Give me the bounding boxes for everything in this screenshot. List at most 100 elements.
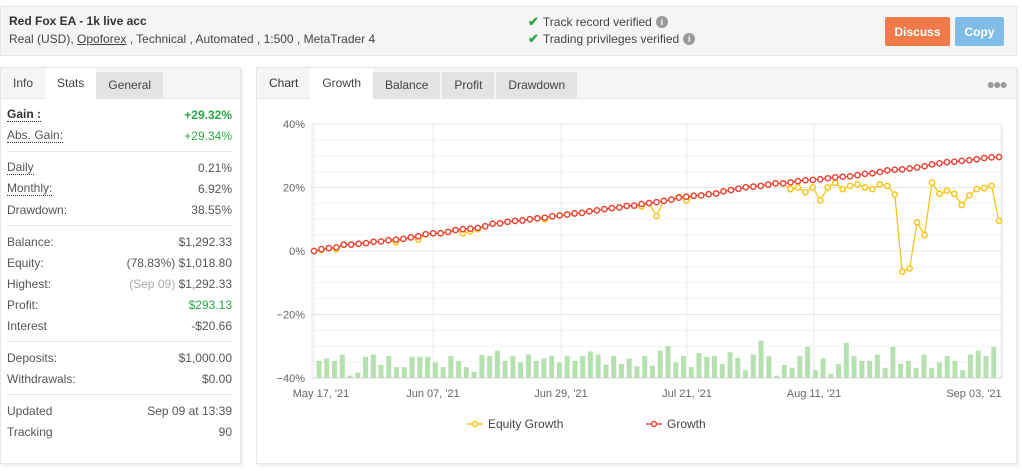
stat-label: Withdrawals: — [7, 371, 76, 386]
stat-value: -$20.66 — [191, 319, 232, 333]
stat-row: Profit: $293.13 — [7, 294, 232, 315]
chart-panel-tabs: Chart Growth Balance Profit Drawdown — [257, 68, 1016, 99]
broker-link[interactable]: Opoforex — [77, 32, 127, 46]
stat-row: Equity: (78.83%) $1,018.80 — [7, 252, 232, 273]
stat-value: $1,292.33 — [179, 235, 232, 249]
svg-text:−20%: −20% — [277, 310, 306, 322]
stat-value-prefix: (Sep 09) — [129, 276, 179, 291]
stat-row: Interest -$20.66 — [7, 315, 232, 336]
stat-label[interactable]: Monthly: — [7, 180, 53, 196]
stat-value: 0.21% — [198, 161, 232, 175]
legend-growth[interactable]: Growth — [646, 417, 706, 431]
verification-label: Track record verified — [542, 15, 652, 29]
stat-value-text: $1,000.00 — [178, 350, 232, 365]
stat-value: +29.32% — [184, 108, 232, 122]
stat-value-text: $1,292.33 — [178, 234, 232, 249]
account-type: Real (USD), — [9, 32, 78, 46]
info-icon[interactable]: i — [683, 33, 696, 45]
svg-text:0%: 0% — [289, 246, 305, 258]
tab-balance[interactable]: Balance — [373, 72, 441, 99]
divider — [7, 225, 232, 226]
svg-text:Growth: Growth — [667, 417, 706, 431]
stat-label: Equity: — [7, 255, 44, 270]
tab-info[interactable]: Info — [13, 76, 34, 90]
trading-privileges-verified: ✔ Trading privileges verified i — [528, 31, 696, 47]
svg-text:40%: 40% — [283, 119, 305, 131]
stats-list: Gain : +29.32% Abs. Gain: +29.34% Daily 0.21%… — [1, 99, 240, 442]
stat-row: Daily 0.21% — [7, 157, 232, 178]
stat-value: Sep 09 at 13:39 — [147, 404, 232, 418]
chart-label: Chart — [269, 76, 299, 90]
stat-label: Interest — [7, 318, 48, 333]
svg-text:Jul 21, '21: Jul 21, '21 — [662, 388, 712, 400]
stat-value: $1,000.00 — [179, 351, 232, 365]
svg-text:Jun 29, '21: Jun 29, '21 — [534, 388, 587, 400]
copy-button[interactable]: Copy — [955, 17, 1004, 46]
tab-stats[interactable]: Stats — [45, 68, 97, 99]
stat-label: Profit: — [7, 297, 39, 312]
stat-value: 38.55% — [191, 203, 232, 217]
stat-value: (Sep 09) $1,292.33 — [129, 277, 232, 291]
stat-label[interactable]: Abs. Gain: — [7, 127, 64, 143]
stat-row: Updated Sep 09 at 13:39 — [7, 400, 232, 421]
chart-panel: Chart Growth Balance Profit Drawdown ●●●… — [256, 67, 1017, 464]
stat-row: Balance: $1,292.33 — [7, 231, 232, 252]
svg-text:20%: 20% — [283, 183, 305, 195]
stat-row: Abs. Gain: +29.34% — [7, 125, 232, 146]
stat-value-text: 6.92% — [197, 181, 232, 196]
tab-drawdown[interactable]: Drawdown — [496, 72, 578, 99]
account-header: Red Fox EA - 1k live acc Real (USD), Opo… — [0, 6, 1017, 56]
stat-value-text: $1,292.33 — [178, 276, 232, 291]
svg-text:−40%: −40% — [277, 373, 306, 385]
stat-value-text: $0.00 — [201, 371, 232, 386]
stat-label: Updated — [7, 403, 53, 418]
stat-label: Balance: — [7, 234, 54, 249]
divider — [7, 394, 232, 395]
discuss-button[interactable]: Discuss — [885, 17, 950, 46]
stat-label: Tracking — [7, 424, 53, 439]
stat-label: Drawdown: — [7, 202, 68, 217]
stat-value: 6.92% — [198, 182, 232, 196]
stat-row: Highest: (Sep 09) $1,292.33 — [7, 273, 232, 294]
legend-equity-growth[interactable]: Equity Growth — [467, 417, 563, 431]
tab-general[interactable]: General — [96, 72, 164, 99]
stat-row: Gain : +29.32% — [7, 104, 232, 125]
growth-chart: 40% 20% 0% −20% −40% May 17, '21 Jun 07, '21 Ju… — [277, 119, 1003, 431]
tab-profit[interactable]: Profit — [442, 72, 495, 99]
info-icon[interactable]: i — [655, 16, 668, 28]
stats-panel: Info Stats General Gain : +29.32% Abs. Gai… — [0, 67, 241, 464]
stat-row: Monthly: 6.92% — [7, 178, 232, 199]
account-details: , Technical , Automated , 1:500 , MetaTr… — [126, 32, 376, 46]
check-icon: ✔ — [528, 31, 539, 46]
svg-text:Sep 03, '21: Sep 03, '21 — [946, 388, 1001, 400]
stat-value: (78.83%) $1,018.80 — [127, 256, 232, 270]
stat-value-text: $293.13 — [188, 297, 232, 312]
stats-panel-tabs: Info Stats General — [1, 68, 240, 99]
stat-value-text: 90 — [218, 424, 232, 439]
divider — [7, 341, 232, 342]
stat-value-text: $1,018.80 — [178, 255, 232, 270]
tab-growth[interactable]: Growth — [310, 68, 374, 99]
divider — [7, 151, 232, 152]
svg-text:Jun 07, '21: Jun 07, '21 — [406, 388, 459, 400]
stat-label: Highest: — [7, 276, 52, 291]
stat-value-text: 38.55% — [191, 202, 232, 217]
stat-value: $0.00 — [202, 372, 232, 386]
svg-text:Equity Growth: Equity Growth — [488, 417, 563, 431]
stat-value-text: 0.21% — [197, 160, 232, 175]
account-subtitle: Real (USD), Opoforex , Technical , Autom… — [9, 32, 375, 46]
stat-label[interactable]: Gain : — [7, 106, 42, 122]
stat-value: 90 — [219, 425, 232, 439]
stat-value: +29.34% — [184, 129, 232, 143]
stat-row: Withdrawals: $0.00 — [7, 368, 232, 389]
stat-value-text: -$20.66 — [191, 318, 232, 333]
track-record-verified: ✔ Track record verified i — [528, 14, 668, 30]
stat-value: $293.13 — [189, 298, 232, 312]
svg-text:May 17, '21: May 17, '21 — [293, 388, 350, 400]
stat-value-text: Sep 09 at 13:39 — [147, 403, 232, 418]
stat-label: Deposits: — [7, 350, 58, 365]
more-dots-icon[interactable]: ●●● — [986, 76, 1008, 92]
stat-value-text: +29.34% — [184, 128, 232, 143]
stat-row: Tracking 90 — [7, 421, 232, 442]
stat-label[interactable]: Daily — [7, 159, 34, 175]
